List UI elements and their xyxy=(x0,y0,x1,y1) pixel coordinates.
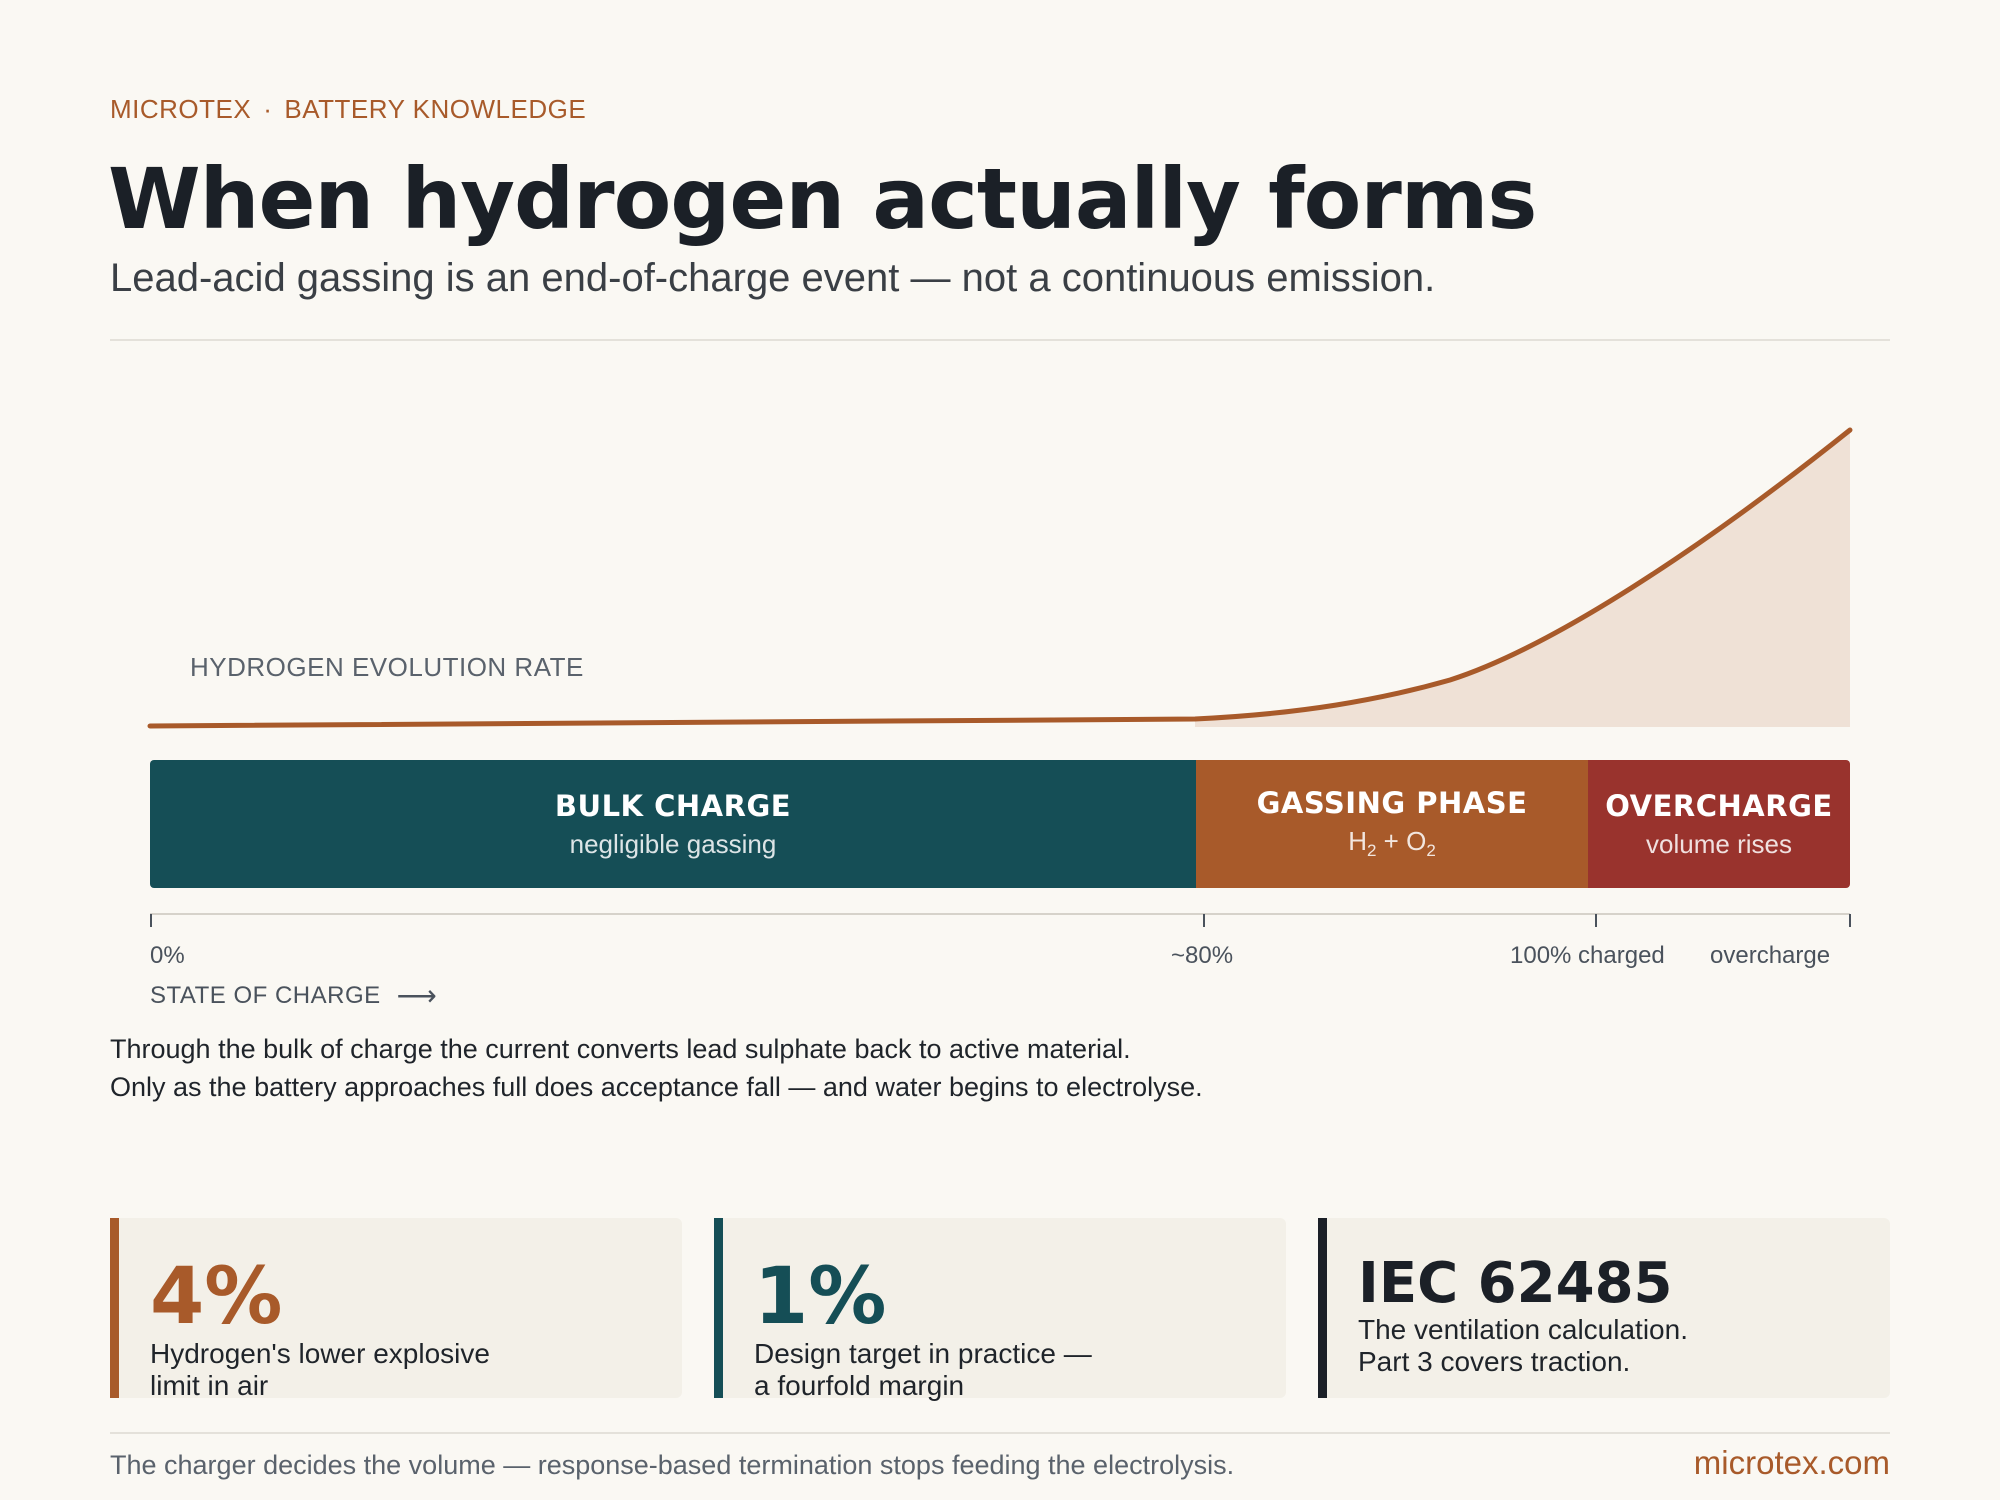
website-link[interactable]: microtex.com xyxy=(1693,1444,1890,1481)
stat-card-lel: 4% Hydrogen's lower explosive limit in a… xyxy=(110,1218,682,1401)
tick-label-80: ~80% xyxy=(1171,942,1234,969)
phase-overcharge: OVERCHARGE volume rises xyxy=(1588,760,1850,888)
phase-name: GASSING PHASE xyxy=(1256,786,1528,821)
stat-description: Design target in practice — a fourfold m… xyxy=(754,1338,1092,1401)
stat-card-standard: IEC 62485 The ventilation calculation. P… xyxy=(1318,1218,1890,1398)
eyebrow-separator: · xyxy=(263,94,273,124)
tick-label-0: 0% xyxy=(150,942,185,969)
explanation-line: Through the bulk of charge the current c… xyxy=(110,1034,1131,1064)
card-accent-bar xyxy=(1318,1218,1327,1398)
phase-name: OVERCHARGE xyxy=(1605,788,1833,823)
phase-gassing: GASSING PHASE H2 + O2 xyxy=(1196,760,1588,888)
section-label: BATTERY KNOWLEDGE xyxy=(284,94,587,124)
eyebrow: MICROTEX · BATTERY KNOWLEDGE xyxy=(110,94,586,125)
header-divider xyxy=(110,339,1890,341)
axis-title: STATE OF CHARGE ⟶ xyxy=(150,982,437,1010)
card-accent-bar xyxy=(110,1218,119,1398)
axis-title-text: STATE OF CHARGE xyxy=(150,982,381,1009)
page-subtitle: Lead-acid gassing is an end-of-charge ev… xyxy=(110,256,1436,300)
phase-subtitle: negligible gassing xyxy=(569,828,777,859)
page-title: When hydrogen actually forms xyxy=(108,150,1537,248)
brand-label: MICROTEX xyxy=(110,94,252,124)
hydrogen-curve-line xyxy=(147,427,1853,729)
hydrogen-curve-chart xyxy=(147,427,1853,729)
stat-value: 1% xyxy=(754,1252,887,1342)
stat-value: IEC 62485 xyxy=(1358,1251,1673,1316)
phase-subtitle: volume rises xyxy=(1646,828,1792,859)
stat-description: The ventilation calculation. Part 3 cove… xyxy=(1358,1314,1688,1377)
chart-label: HYDROGEN EVOLUTION RATE xyxy=(190,652,584,682)
footer-divider xyxy=(110,1432,1890,1434)
phase-bulk-charge: BULK CHARGE negligible gassing xyxy=(150,760,1196,888)
phase-bar: BULK CHARGE negligible gassing GASSING P… xyxy=(150,760,1850,888)
stat-description: Hydrogen's lower explosive limit in air xyxy=(150,1338,490,1401)
phase-name: BULK CHARGE xyxy=(554,788,792,823)
tick-label-overcharge: overcharge xyxy=(1710,942,1831,969)
arrow-right-icon: ⟶ xyxy=(396,980,438,1011)
card-accent-bar xyxy=(714,1218,723,1398)
explanation-text: Through the bulk of charge the current c… xyxy=(110,1030,1203,1106)
curve-fill-area xyxy=(1195,430,1850,727)
explanation-line: Only as the battery approaches full does… xyxy=(110,1072,1203,1102)
stat-value: 4% xyxy=(150,1252,283,1342)
phase-formula: H2 + O2 xyxy=(1348,826,1436,861)
tick-label-100-charged: 100% charged xyxy=(1510,942,1665,969)
stat-card-design-target: 1% Design target in practice — a fourfol… xyxy=(714,1218,1286,1401)
footer-note: The charger decides the volume — respons… xyxy=(110,1450,1235,1480)
state-of-charge-axis xyxy=(150,913,1851,927)
